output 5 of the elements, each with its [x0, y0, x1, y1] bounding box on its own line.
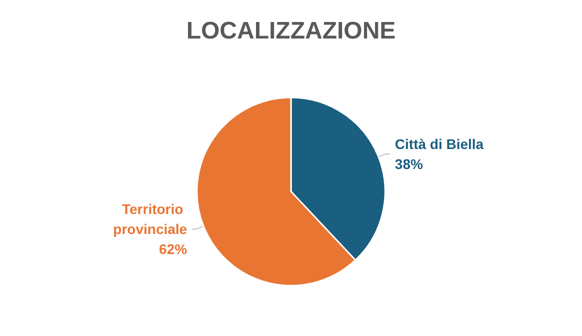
data-label: 62% [159, 241, 188, 258]
data-label: 38% [394, 156, 424, 172]
slice-label: Territorio provinciale [113, 201, 188, 238]
chart-title: LOCALIZZAZIONE [186, 18, 396, 44]
slice-label: Città di Biella [394, 136, 484, 152]
